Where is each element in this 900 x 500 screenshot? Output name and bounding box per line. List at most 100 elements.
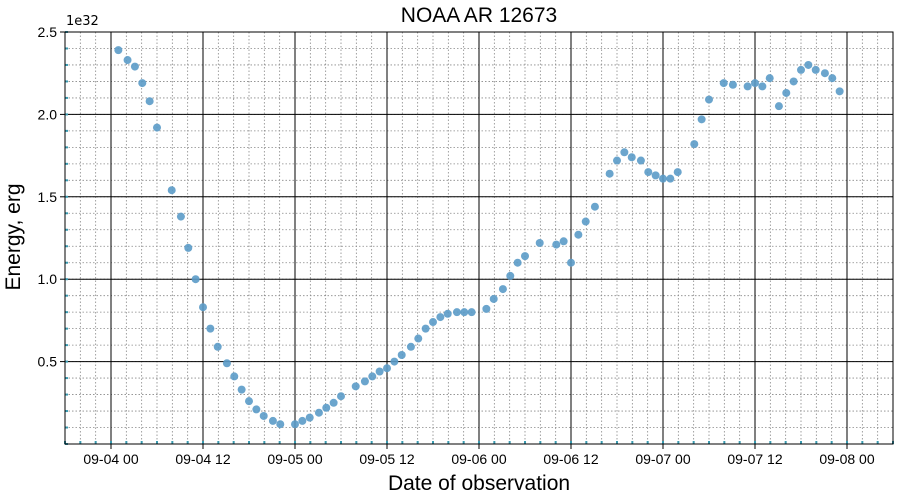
data-point: [489, 294, 498, 303]
data-point: [789, 77, 798, 86]
data-point: [291, 420, 299, 429]
data-point: [590, 202, 599, 211]
y-exponent-label: 1e32: [66, 14, 99, 29]
y-tick-labels: 0.5 1.0 1.5 2.0 2.5: [38, 24, 58, 370]
data-point: [567, 258, 575, 267]
x-tick-label: 09-05 00: [267, 451, 322, 467]
data-point: [206, 324, 215, 333]
data-point: [506, 271, 515, 280]
y-tick-label: 2.0: [38, 106, 58, 122]
data-point: [535, 238, 544, 247]
data-point: [452, 308, 461, 317]
data-point: [552, 240, 561, 249]
data-point: [521, 252, 529, 261]
data-point: [835, 87, 844, 96]
data-point: [782, 88, 791, 97]
x-tick-label: 09-07 00: [635, 451, 690, 467]
data-point: [697, 115, 706, 124]
data-point: [252, 405, 261, 414]
data-point: [351, 382, 360, 391]
x-tick-label: 09-04 00: [83, 451, 138, 467]
data-point: [130, 62, 139, 71]
data-point: [276, 420, 285, 429]
data-point: [237, 385, 246, 394]
data-point: [329, 398, 338, 407]
data-point: [828, 74, 837, 83]
data-point: [758, 82, 767, 91]
data-point: [559, 237, 568, 246]
x-tick-label: 09-05 12: [359, 451, 414, 467]
data-point: [651, 171, 660, 180]
data-point: [429, 318, 437, 327]
x-tick-label: 09-06 00: [451, 451, 506, 467]
data-point: [322, 403, 331, 412]
x-tick-label: 09-07 12: [727, 451, 782, 467]
data-point: [659, 174, 667, 183]
x-tick-label: 09-06 12: [543, 451, 598, 467]
data-point: [314, 408, 323, 417]
data-point: [305, 413, 314, 422]
data-point: [199, 303, 207, 312]
data-point: [627, 153, 636, 162]
data-point: [259, 411, 268, 420]
data-point: [613, 156, 621, 165]
data-point: [191, 275, 200, 284]
data-point: [574, 230, 583, 239]
data-point: [414, 334, 423, 343]
data-point: [222, 359, 231, 368]
data-point: [666, 174, 675, 183]
data-point: [443, 309, 452, 318]
data-point: [719, 79, 728, 88]
data-point: [390, 357, 399, 366]
data-point: [383, 364, 391, 373]
data-points: [114, 46, 844, 429]
data-point: [765, 74, 774, 83]
data-point: [513, 258, 522, 267]
data-point: [123, 56, 132, 65]
data-point: [581, 217, 590, 226]
data-point: [644, 168, 653, 177]
y-axis-label: Energy, erg: [2, 184, 25, 291]
data-point: [184, 243, 193, 252]
y-tick-label: 0.5: [38, 354, 58, 370]
data-point: [375, 367, 384, 376]
data-point: [397, 351, 406, 360]
chart-title: NOAA AR 12673: [401, 4, 557, 27]
data-point: [145, 97, 154, 106]
data-point: [673, 168, 682, 177]
data-point: [605, 169, 614, 178]
data-point: [245, 397, 253, 406]
y-tick-label: 1.5: [38, 189, 58, 205]
y-tick-label: 1.0: [38, 271, 58, 287]
data-point: [298, 416, 307, 425]
data-point: [811, 65, 820, 74]
data-point: [213, 342, 222, 351]
data-point: [230, 372, 239, 381]
data-point: [751, 79, 759, 88]
y-tick-label: 2.5: [38, 24, 58, 40]
data-point: [153, 123, 161, 132]
data-point: [498, 285, 507, 294]
data-point: [743, 82, 752, 91]
data-point: [360, 377, 369, 386]
data-point: [114, 46, 123, 55]
data-point: [467, 308, 476, 317]
data-point: [436, 313, 445, 322]
data-point: [138, 79, 147, 88]
data-point: [337, 392, 345, 401]
data-point: [636, 156, 645, 165]
data-point: [460, 308, 469, 317]
data-point: [421, 324, 430, 333]
x-axis-label: Date of observation: [388, 472, 570, 495]
data-point: [406, 342, 415, 351]
data-point: [774, 102, 783, 111]
data-point: [167, 186, 176, 195]
data-point: [728, 80, 737, 89]
data-point: [690, 140, 699, 149]
data-point: [804, 60, 813, 69]
data-point: [820, 69, 829, 78]
x-tick-labels: 09-04 00 09-04 12 09-05 00 09-05 12 09-06 00…: [83, 451, 874, 467]
major-ticks: [60, 31, 848, 449]
